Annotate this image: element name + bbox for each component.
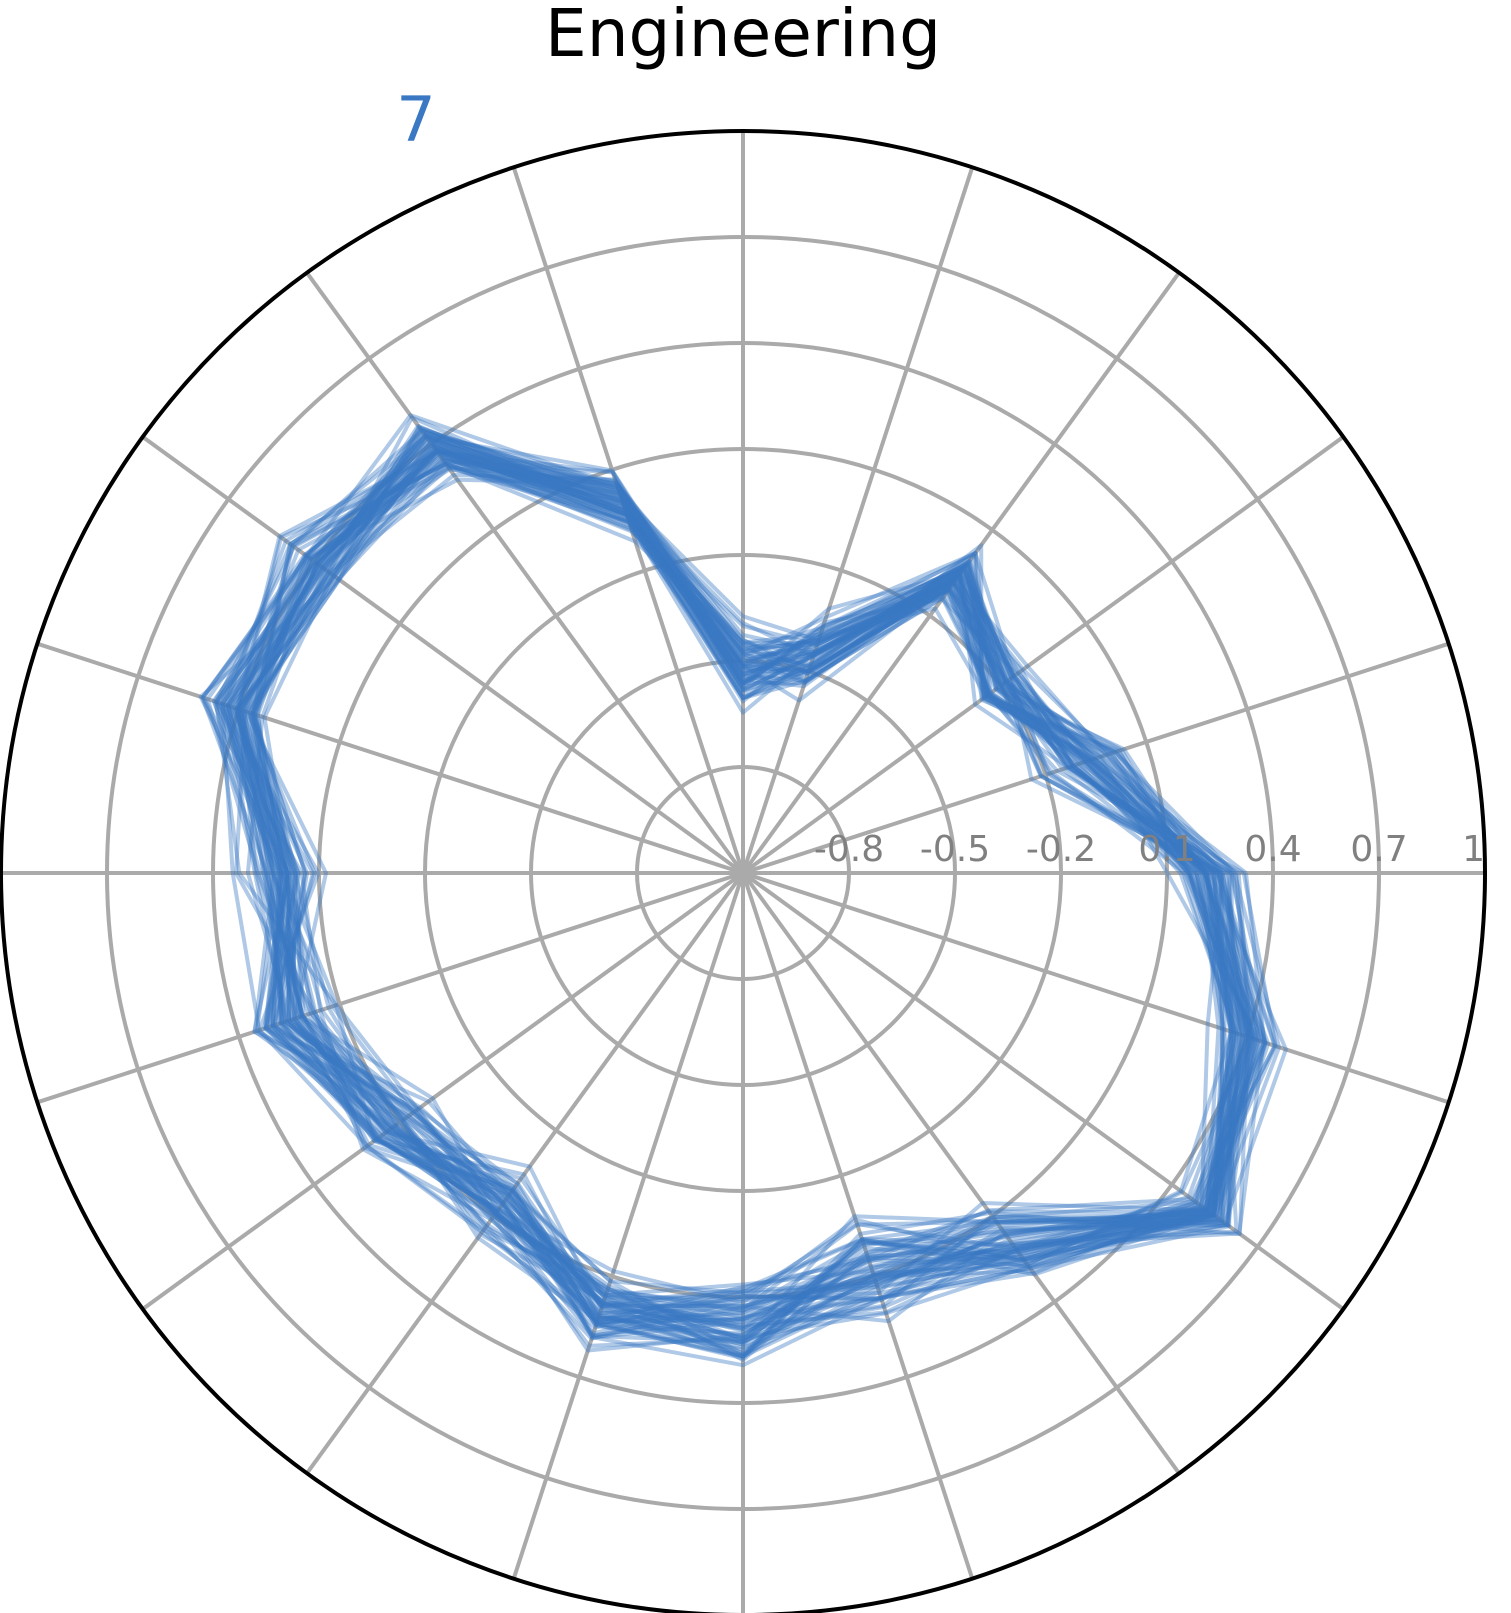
series-line (255, 458, 1267, 1342)
series-line (234, 448, 1266, 1298)
series-line (234, 444, 1246, 1338)
series-line (214, 461, 1260, 1321)
series-line (248, 467, 1288, 1344)
series-line (234, 461, 1278, 1313)
series-lines (198, 413, 1288, 1368)
series-line (229, 434, 1225, 1330)
series-line (236, 459, 1256, 1296)
series-line (244, 425, 1253, 1340)
series-line (216, 440, 1249, 1339)
grid-spoke (741, 435, 1345, 875)
series-line (235, 432, 1253, 1333)
series-line (250, 461, 1252, 1356)
series-line (252, 427, 1248, 1328)
polar-frame (0, 129, 1487, 1613)
series-line (240, 446, 1236, 1357)
series-line (211, 457, 1268, 1336)
series-line (214, 448, 1261, 1361)
grid-spoke (36, 871, 744, 1105)
series-line (250, 428, 1237, 1353)
series-line (250, 438, 1246, 1352)
series-line (235, 450, 1277, 1345)
grid-spoke (141, 871, 745, 1311)
series-line (220, 444, 1225, 1345)
radial-tick-label: -0.2 (1026, 829, 1096, 870)
series-line (251, 415, 1239, 1322)
grid-spoke (742, 641, 1450, 875)
series-line (222, 448, 1250, 1306)
radial-tick-label: 0.1 (1138, 829, 1195, 870)
grid-spoke (141, 435, 745, 875)
series-line (219, 449, 1234, 1350)
radial-tick-label: 1 (1462, 829, 1485, 870)
chart-title: Engineering (545, 0, 941, 72)
series-line (248, 473, 1262, 1308)
grid-spoke (305, 271, 745, 875)
series-line (238, 465, 1250, 1319)
series-line (240, 429, 1259, 1330)
series-line (225, 428, 1234, 1324)
series-line (229, 449, 1264, 1340)
grid-spoke (511, 166, 745, 874)
grid-spoke (741, 166, 975, 874)
series-line (226, 453, 1225, 1331)
series-line (252, 455, 1243, 1309)
series-line (201, 454, 1256, 1368)
series-count-label: 7 (396, 83, 435, 156)
polar-grid (1, 131, 1485, 1613)
series-line (214, 434, 1239, 1320)
series-line (205, 436, 1253, 1324)
series-line (255, 462, 1250, 1359)
radial-tick-label: -0.5 (920, 829, 990, 870)
radial-tick-label: 0.7 (1350, 829, 1407, 870)
series-line (252, 413, 1246, 1347)
radial-tick-labels: -0.8 -0.5 -0.2 0.1 0.4 0.7 1 (814, 829, 1485, 870)
grid-spoke (305, 871, 745, 1475)
series-line (226, 423, 1258, 1348)
series-line (236, 462, 1278, 1324)
series-line (253, 445, 1234, 1300)
series-line (245, 449, 1234, 1325)
series-line (230, 458, 1271, 1363)
series-line (226, 477, 1221, 1323)
grid-spoke (36, 641, 744, 875)
series-line (251, 434, 1255, 1338)
series-line (220, 449, 1257, 1347)
series-line (200, 463, 1242, 1336)
grid-spoke (742, 871, 1450, 1105)
radial-tick-label: 0.4 (1244, 829, 1301, 870)
series-line (220, 452, 1244, 1313)
grid-spoke (741, 872, 975, 1580)
series-line (242, 442, 1233, 1305)
series-line (200, 433, 1251, 1327)
series-line (212, 440, 1251, 1359)
grid-spoke (741, 271, 1181, 875)
grid-spoke (511, 872, 745, 1580)
radial-tick-label: -0.8 (814, 829, 884, 870)
series-line (216, 443, 1242, 1315)
series-line (234, 466, 1239, 1325)
series-line (225, 430, 1225, 1341)
series-line (238, 446, 1268, 1359)
grid-spoke (741, 871, 1345, 1311)
series-line (198, 440, 1232, 1316)
series-line (240, 449, 1268, 1343)
series-line (238, 431, 1226, 1332)
grid-spoke (741, 871, 1181, 1475)
series-line (246, 424, 1238, 1329)
series-line (233, 436, 1238, 1356)
series-line (223, 448, 1282, 1359)
series-line (236, 436, 1266, 1309)
series-line (244, 451, 1255, 1341)
